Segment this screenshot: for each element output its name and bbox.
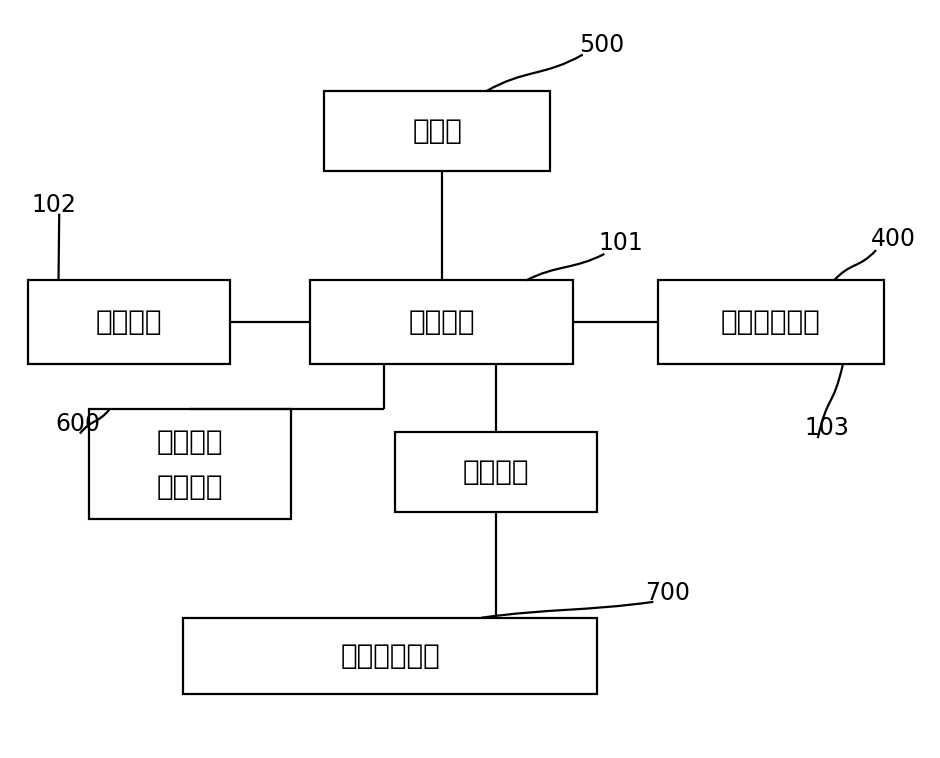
Text: 扫码器: 扫码器 bbox=[412, 117, 462, 145]
Text: 500: 500 bbox=[579, 33, 624, 58]
Text: 103: 103 bbox=[805, 416, 850, 440]
Bar bbox=[28, 280, 230, 364]
Text: 600: 600 bbox=[55, 412, 101, 437]
Bar bbox=[310, 280, 573, 364]
Text: 700: 700 bbox=[645, 581, 690, 605]
Text: 102: 102 bbox=[31, 193, 76, 217]
Bar bbox=[183, 618, 597, 694]
Text: 101: 101 bbox=[598, 230, 643, 255]
Bar bbox=[89, 409, 291, 519]
Bar bbox=[658, 280, 884, 364]
Bar bbox=[395, 432, 597, 512]
Text: 输入装置: 输入装置 bbox=[96, 309, 163, 336]
Text: 第一位置: 第一位置 bbox=[157, 428, 224, 456]
Text: 400: 400 bbox=[870, 227, 916, 251]
Bar bbox=[324, 91, 550, 171]
Text: 检测装置: 检测装置 bbox=[157, 473, 224, 501]
Text: 存储装置: 存储装置 bbox=[462, 458, 529, 486]
Text: 第一驱动装置: 第一驱动装置 bbox=[721, 309, 821, 336]
Text: 货道检测装置: 货道检测装置 bbox=[340, 642, 440, 669]
Text: 控制装置: 控制装置 bbox=[409, 309, 475, 336]
